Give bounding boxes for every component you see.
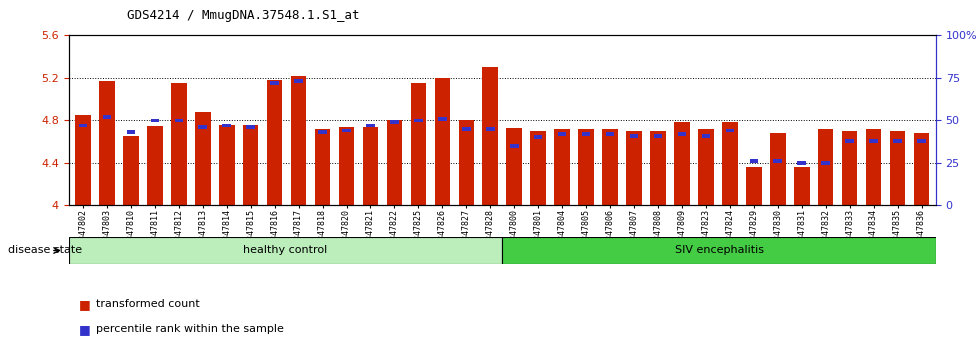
Bar xyxy=(222,124,231,127)
Bar xyxy=(770,133,786,205)
Bar xyxy=(411,83,426,205)
Bar xyxy=(746,167,761,205)
Bar xyxy=(126,130,135,134)
Text: SIV encephalitis: SIV encephalitis xyxy=(674,245,763,256)
Bar xyxy=(195,112,211,205)
Bar xyxy=(291,76,307,205)
Bar xyxy=(913,133,929,205)
Bar xyxy=(172,83,186,205)
Bar xyxy=(438,117,447,120)
Bar xyxy=(123,136,139,205)
Bar xyxy=(363,127,378,205)
Text: ■: ■ xyxy=(78,298,90,311)
Text: percentile rank within the sample: percentile rank within the sample xyxy=(96,324,284,334)
Bar xyxy=(390,120,399,124)
Bar xyxy=(318,130,327,134)
Bar xyxy=(650,131,665,205)
Bar xyxy=(174,119,183,122)
Bar xyxy=(725,129,734,132)
Bar xyxy=(151,119,159,122)
Bar xyxy=(315,129,330,205)
Bar xyxy=(147,126,163,205)
Bar xyxy=(578,129,594,205)
Bar xyxy=(367,124,374,127)
Bar xyxy=(434,78,450,205)
Bar xyxy=(674,122,690,205)
Bar xyxy=(698,129,713,205)
Bar xyxy=(722,122,738,205)
Bar xyxy=(69,237,503,264)
Bar xyxy=(798,161,806,165)
Bar xyxy=(865,129,881,205)
Bar xyxy=(626,131,642,205)
Bar xyxy=(818,129,833,205)
Text: ■: ■ xyxy=(78,323,90,336)
Bar xyxy=(773,159,782,163)
Bar xyxy=(750,159,759,163)
Bar xyxy=(507,128,522,205)
Bar xyxy=(339,127,355,205)
Bar xyxy=(603,129,617,205)
Bar xyxy=(99,81,115,205)
Bar xyxy=(821,161,830,165)
Bar xyxy=(530,131,546,205)
Bar xyxy=(555,129,570,205)
Bar xyxy=(582,132,590,136)
Bar xyxy=(677,132,686,136)
Bar xyxy=(558,132,566,136)
Bar xyxy=(294,79,303,83)
Bar xyxy=(503,237,936,264)
Bar xyxy=(103,115,111,119)
Bar xyxy=(78,124,87,127)
Bar xyxy=(243,125,259,205)
Bar xyxy=(890,131,906,205)
Bar xyxy=(342,129,351,132)
Bar xyxy=(534,136,543,139)
Bar xyxy=(846,139,854,143)
Bar xyxy=(267,80,282,205)
Bar xyxy=(415,119,422,122)
Bar xyxy=(917,139,926,143)
Bar xyxy=(894,139,902,143)
Bar xyxy=(270,81,279,85)
Bar xyxy=(482,67,498,205)
Bar xyxy=(654,134,662,137)
Bar xyxy=(510,144,518,148)
Bar xyxy=(630,134,638,137)
Text: disease state: disease state xyxy=(8,245,82,256)
Bar xyxy=(702,134,710,137)
Bar xyxy=(486,127,495,131)
Text: GDS4214 / MmugDNA.37548.1.S1_at: GDS4214 / MmugDNA.37548.1.S1_at xyxy=(127,9,360,22)
Bar xyxy=(199,125,207,129)
Bar xyxy=(869,139,878,143)
Bar xyxy=(462,127,470,131)
Bar xyxy=(387,120,402,205)
Bar xyxy=(246,125,255,129)
Bar xyxy=(842,131,858,205)
Bar xyxy=(606,132,614,136)
Bar xyxy=(75,115,91,205)
Text: transformed count: transformed count xyxy=(96,299,200,309)
Bar xyxy=(219,125,234,205)
Bar xyxy=(794,167,809,205)
Bar xyxy=(459,120,474,205)
Text: healthy control: healthy control xyxy=(243,245,327,256)
